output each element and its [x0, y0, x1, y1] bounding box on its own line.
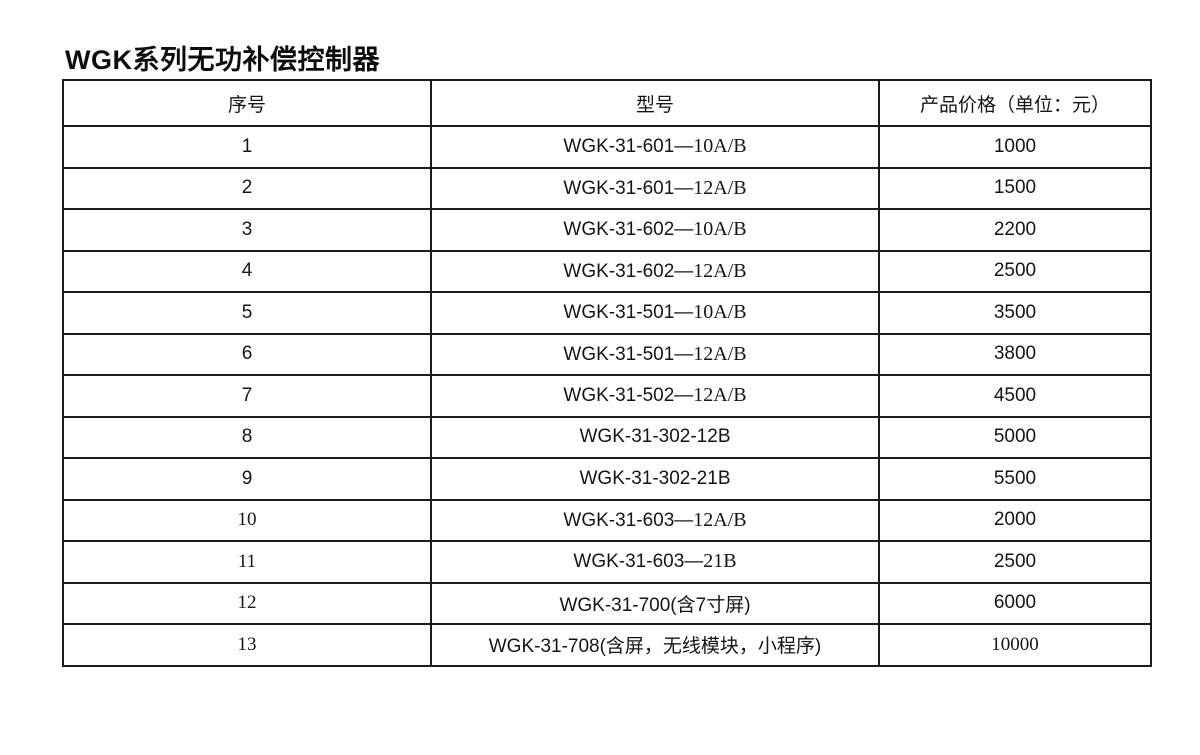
table-row: 9 WGK-31-302-21B 5500 — [62, 457, 1152, 501]
model-prefix-text: WGK-31-302-21B — [579, 467, 731, 489]
model-cell: WGK-31-700(含7寸屏) — [430, 581, 880, 625]
model-cell: WGK-31-708(含屏，无线模块，小程序) — [430, 623, 880, 667]
table-row: 12 WGK-31-700(含7寸屏) 6000 — [62, 581, 1152, 625]
table-row: 11 WGK-31-603—21B 2500 — [62, 540, 1152, 584]
model-prefix-text: WGK-31-602— — [563, 219, 694, 241]
model-cell: WGK-31-603—12A/B — [430, 498, 880, 542]
model-cell: WGK-31-602—12A/B — [430, 249, 880, 293]
serial-cell: 2 — [62, 166, 432, 210]
price-cell: 2500 — [878, 249, 1152, 293]
price-cell: 2000 — [878, 498, 1152, 542]
serial-cell: 3 — [62, 208, 432, 252]
table-header-row: 序号 型号 产品价格（单位：元） — [62, 79, 1152, 127]
page-title: WGK系列无功补偿控制器 — [65, 45, 380, 75]
model-suffix-text: 10A/B — [693, 301, 747, 324]
serial-cell: 7 — [62, 374, 432, 418]
model-cell: WGK-31-502—12A/B — [430, 374, 880, 418]
table-row: 13 WGK-31-708(含屏，无线模块，小程序) 10000 — [62, 623, 1152, 667]
serial-cell: 1 — [62, 125, 432, 169]
model-prefix-text: WGK-31-501— — [563, 343, 694, 365]
model-prefix-text: WGK-31-708(含屏，无线模块，小程序) — [488, 636, 822, 658]
model-cell: WGK-31-302-12B — [430, 415, 880, 459]
price-cell: 10000 — [878, 623, 1152, 667]
header-price: 产品价格（单位：元） — [878, 79, 1152, 127]
serial-cell: 12 — [62, 581, 432, 625]
table-row: 8 WGK-31-302-12B 5000 — [62, 415, 1152, 459]
model-cell: WGK-31-501—10A/B — [430, 291, 880, 335]
price-cell: 3500 — [878, 291, 1152, 335]
price-cell: 5500 — [878, 457, 1152, 501]
serial-cell: 9 — [62, 457, 432, 501]
price-table: 序号 型号 产品价格（单位：元） 1 WGK-31-601—10A/B 1000 2 W… — [62, 79, 1152, 667]
table-row: 4 WGK-31-602—12A/B 2500 — [62, 249, 1152, 293]
serial-cell: 6 — [62, 332, 432, 376]
serial-cell: 8 — [62, 415, 432, 459]
table-row: 1 WGK-31-601—10A/B 1000 — [62, 125, 1152, 169]
model-suffix-text: 10A/B — [693, 218, 747, 241]
serial-cell: 11 — [62, 540, 432, 584]
model-suffix-text: 21B — [703, 550, 737, 573]
serial-cell: 13 — [62, 623, 432, 667]
table-row: 5 WGK-31-501—10A/B 3500 — [62, 291, 1152, 335]
model-suffix-text: 12A/B — [693, 508, 747, 531]
price-cell: 4500 — [878, 374, 1152, 418]
model-suffix-text: 12A/B — [693, 176, 747, 199]
table-row: 7 WGK-31-502—12A/B 4500 — [62, 374, 1152, 418]
table-row: 6 WGK-31-501—12A/B 3800 — [62, 332, 1152, 376]
price-cell: 5000 — [878, 415, 1152, 459]
model-prefix-text: WGK-31-700(含7寸屏) — [559, 594, 751, 616]
price-cell: 3800 — [878, 332, 1152, 376]
model-prefix-text: WGK-31-602— — [563, 260, 694, 282]
model-cell: WGK-31-602—10A/B — [430, 208, 880, 252]
table-row: 2 WGK-31-601—12A/B 1500 — [62, 166, 1152, 210]
model-prefix-text: WGK-31-603— — [573, 551, 704, 573]
model-cell: WGK-31-601—10A/B — [430, 125, 880, 169]
price-cell: 1000 — [878, 125, 1152, 169]
serial-cell: 5 — [62, 291, 432, 335]
model-prefix-text: WGK-31-302-12B — [579, 426, 731, 448]
model-prefix-text: WGK-31-603— — [563, 509, 694, 531]
serial-cell: 4 — [62, 249, 432, 293]
table-row: 10 WGK-31-603—12A/B 2000 — [62, 498, 1152, 542]
price-cell: 1500 — [878, 166, 1152, 210]
model-cell: WGK-31-302-21B — [430, 457, 880, 501]
model-prefix-text: WGK-31-502— — [563, 385, 694, 407]
model-cell: WGK-31-601—12A/B — [430, 166, 880, 210]
model-suffix-text: 12A/B — [693, 342, 747, 365]
table-row: 3 WGK-31-602—10A/B 2200 — [62, 208, 1152, 252]
header-serial: 序号 — [62, 79, 432, 127]
header-model: 型号 — [430, 79, 880, 127]
model-prefix-text: WGK-31-601— — [563, 177, 694, 199]
price-cell: 2500 — [878, 540, 1152, 584]
model-suffix-text: 12A/B — [693, 259, 747, 282]
serial-cell: 10 — [62, 498, 432, 542]
model-prefix-text: WGK-31-601— — [563, 136, 694, 158]
model-suffix-text: 12A/B — [693, 384, 747, 407]
price-cell: 2200 — [878, 208, 1152, 252]
price-cell: 6000 — [878, 581, 1152, 625]
model-prefix-text: WGK-31-501— — [563, 302, 694, 324]
model-suffix-text: 10A/B — [693, 135, 747, 158]
model-cell: WGK-31-603—21B — [430, 540, 880, 584]
price-table-body: 1 WGK-31-601—10A/B 1000 2 WGK-31-601—12A/B 15… — [62, 125, 1152, 667]
model-cell: WGK-31-501—12A/B — [430, 332, 880, 376]
